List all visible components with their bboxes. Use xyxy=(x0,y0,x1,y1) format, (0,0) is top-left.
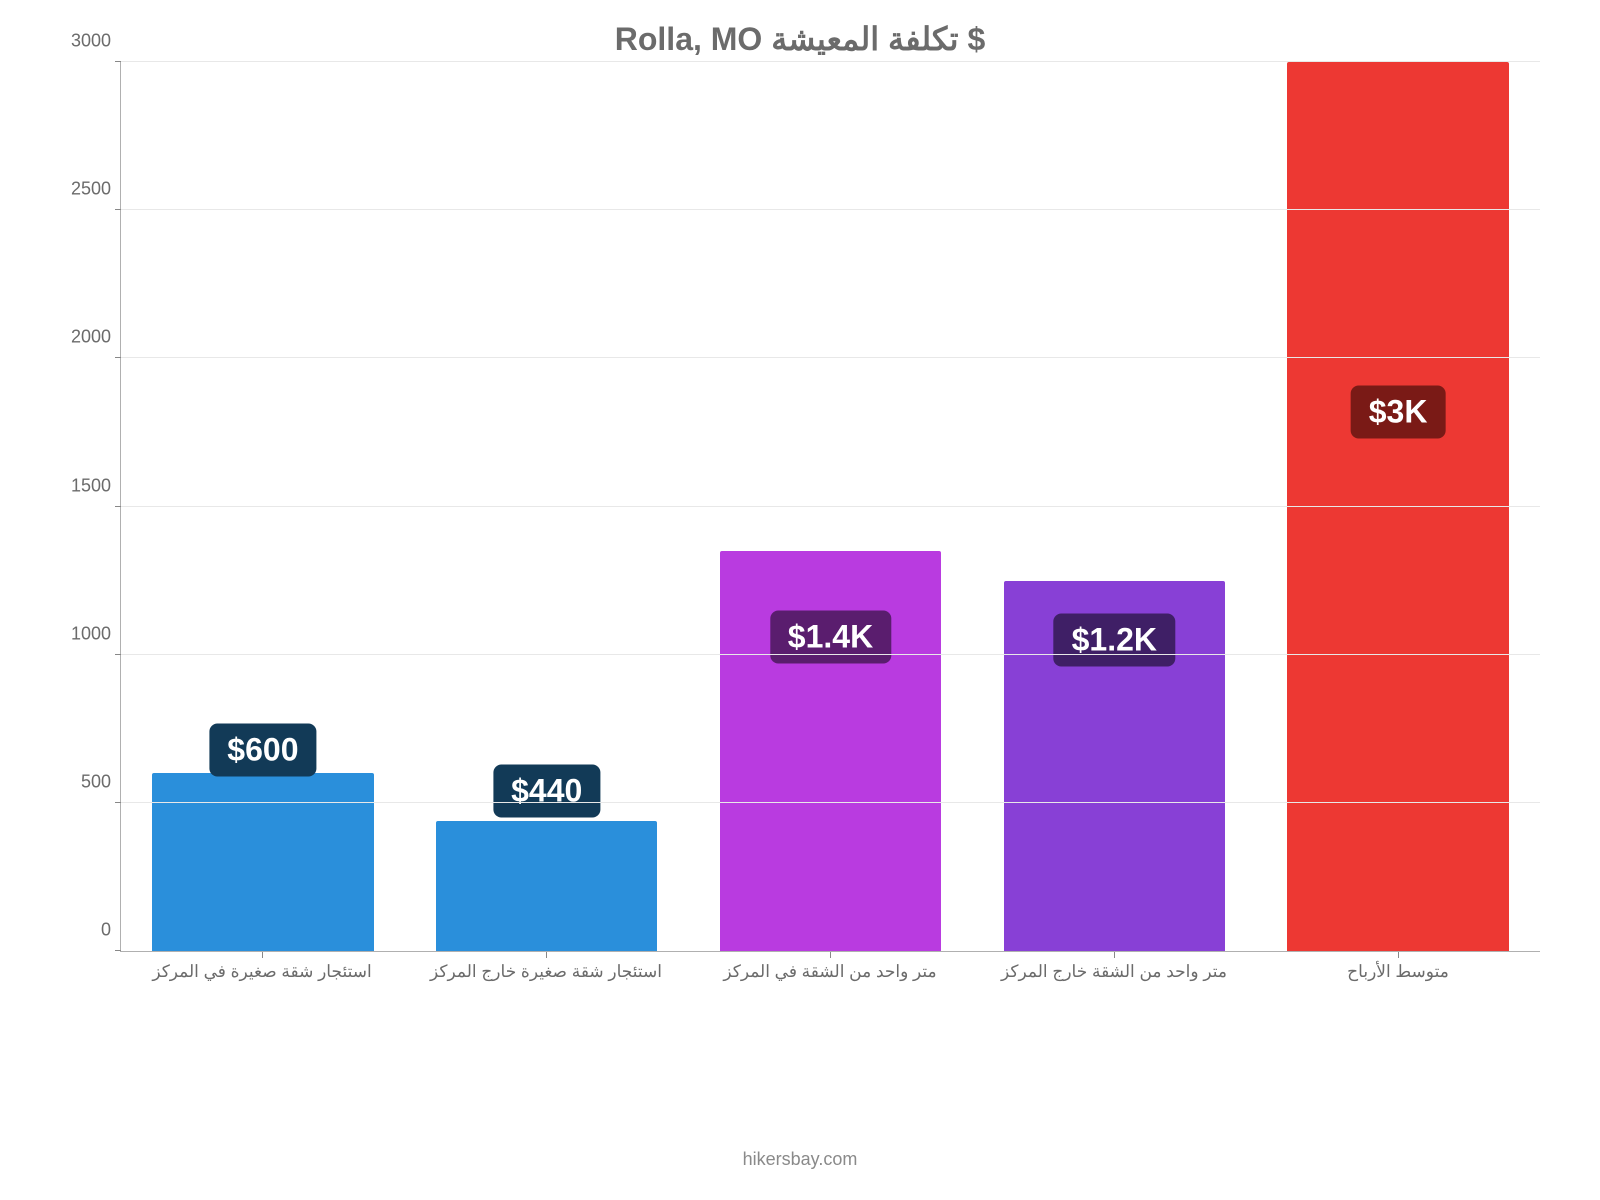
y-tick-label: 2000 xyxy=(71,327,121,348)
x-tick-mark xyxy=(830,952,831,958)
y-tick-mark xyxy=(115,654,121,655)
x-axis-label: متوسط الأرباح xyxy=(1347,962,1449,982)
y-tick-label: 2500 xyxy=(71,179,121,200)
y-tick-mark xyxy=(115,61,121,62)
bar-value-badge: $1.4K xyxy=(770,611,891,664)
chart-title: Rolla, MO تكلفة المعيشة $ xyxy=(40,20,1560,58)
bar xyxy=(436,821,657,951)
grid-line xyxy=(121,357,1540,358)
bars-layer: $600 $440 $1.4K $1.2K $3K xyxy=(121,62,1540,951)
bar-value-badge: $3K xyxy=(1351,386,1446,439)
y-tick-label: 1500 xyxy=(71,475,121,496)
x-axis-label: استئجار شقة صغيرة في المركز xyxy=(152,962,371,982)
y-tick-label: 3000 xyxy=(71,31,121,52)
footer-attribution: hikersbay.com xyxy=(0,1149,1600,1170)
bar-value-badge: $600 xyxy=(209,723,316,776)
bar xyxy=(1287,62,1508,951)
x-tick-mark xyxy=(1398,952,1399,958)
plot-area: $600$440$1.4K$1.2K$3K 050010001500200025… xyxy=(120,62,1540,952)
x-axis-label: متر واحد من الشقة في المركز xyxy=(723,962,936,982)
y-tick-mark xyxy=(115,357,121,358)
y-tick-label: 500 xyxy=(81,771,121,792)
x-tick-mark xyxy=(262,952,263,958)
grid-line xyxy=(121,506,1540,507)
y-tick-mark xyxy=(115,950,121,951)
plot-region: $600$440$1.4K$1.2K$3K 050010001500200025… xyxy=(120,62,1540,992)
y-tick-mark xyxy=(115,802,121,803)
grid-line xyxy=(121,802,1540,803)
x-axis-labels: استئجار شقة صغيرة في المركز استئجار شقة ص… xyxy=(120,952,1540,992)
bar-value-badge: $440 xyxy=(493,765,600,818)
y-tick-label: 1000 xyxy=(71,623,121,644)
y-tick-mark xyxy=(115,209,121,210)
y-tick-label: 0 xyxy=(101,920,121,941)
bar-value-badge: $1.2K xyxy=(1054,614,1175,667)
grid-line xyxy=(121,209,1540,210)
grid-line xyxy=(121,654,1540,655)
x-axis-label: متر واحد من الشقة خارج المركز xyxy=(1001,962,1227,982)
x-axis-label: استئجار شقة صغيرة خارج المركز xyxy=(430,962,662,982)
x-tick-mark xyxy=(1114,952,1115,958)
y-tick-mark xyxy=(115,506,121,507)
bar xyxy=(152,773,373,951)
grid-line xyxy=(121,61,1540,62)
x-tick-mark xyxy=(546,952,547,958)
cost-of-living-chart: Rolla, MO تكلفة المعيشة $ $600$440$1.4K$… xyxy=(40,20,1560,1080)
